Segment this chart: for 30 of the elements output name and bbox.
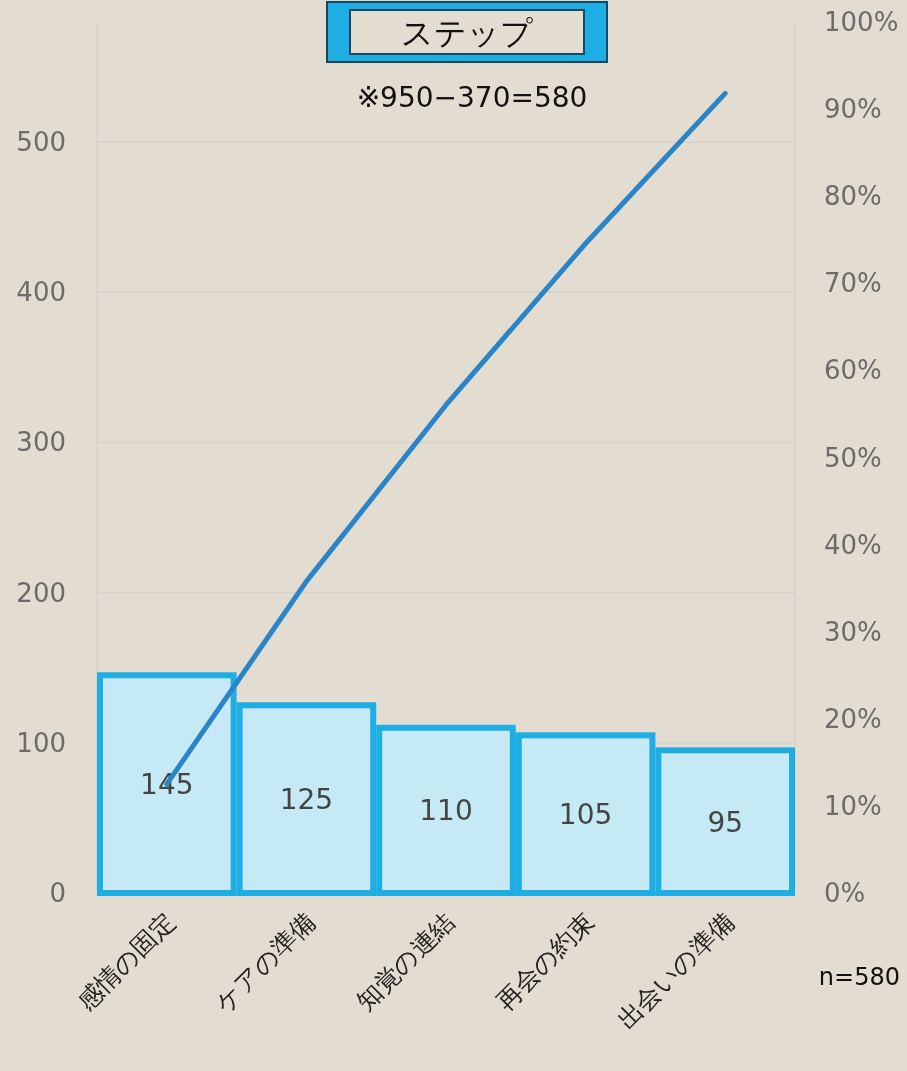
y2-tick-label: 0%: [824, 878, 866, 908]
y2-tick-label: 90%: [824, 94, 882, 125]
data-label: 145: [140, 768, 194, 802]
y2-tick-label: 30%: [824, 616, 882, 647]
y-tick-label: 400: [16, 277, 66, 308]
x-tick-label: 知覚の連結: [350, 906, 461, 1017]
y2-tick-label: 70%: [824, 268, 882, 299]
y-tick-label: 0: [49, 878, 66, 908]
data-label: 125: [279, 783, 334, 817]
annotation: ※950−370=580: [356, 81, 588, 114]
x-tick-label: 再会の約束: [490, 906, 600, 1017]
data-label: 105: [558, 798, 613, 832]
y2-tick-label: 40%: [824, 529, 882, 560]
y-tick-label: 200: [16, 577, 66, 608]
y2-tick-label: 80%: [824, 181, 882, 212]
y-tick-label: 100: [16, 727, 66, 758]
data-label: 110: [419, 794, 473, 828]
x-tick-label: ケアの準備: [209, 906, 321, 1018]
text: n=580: [818, 963, 900, 991]
y2-tick-label: 60%: [824, 355, 882, 386]
y-tick-label: 500: [16, 127, 66, 158]
x-tick-label: 感情の固定: [71, 906, 182, 1017]
x-tick-label: 出会いの準備: [611, 906, 740, 1035]
chart-title: ステップ: [401, 14, 533, 52]
y2-tick-label: 20%: [824, 703, 882, 734]
y2-tick-label: 50%: [824, 442, 882, 473]
data-label: 95: [707, 805, 744, 839]
y-tick-label: 300: [16, 427, 66, 458]
y2-tick-label: 10%: [824, 790, 882, 821]
y2-tick-label: 100%: [824, 7, 899, 37]
